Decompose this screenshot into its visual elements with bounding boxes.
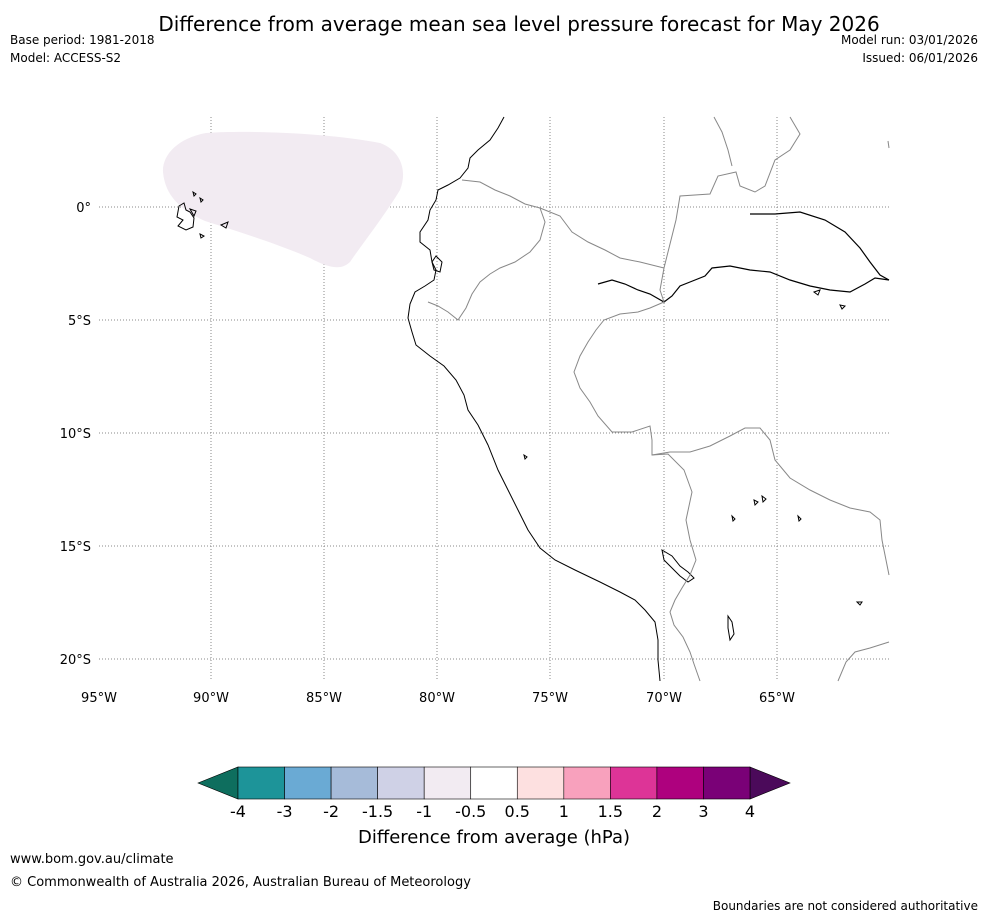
border-colombia-ecuador (461, 179, 541, 209)
colorbar-segment (563, 766, 611, 800)
lon-label: 85°W (306, 691, 342, 706)
latitude-labels: 0° 5°S 10°S 15°S 20°S (60, 201, 91, 668)
colorbar-ticks: -4 -3 -2 -1.5 -1 -0.5 0.5 1 1.5 2 3 4 (230, 802, 755, 821)
lat-label: 10°S (60, 427, 91, 442)
meta-left: Base period: 1981-2018 Model: ACCESS-S2 (10, 31, 155, 67)
border-brazil-bolivia (651, 427, 890, 576)
colorbar-segment (330, 766, 378, 800)
lat-label: 0° (76, 201, 91, 216)
model-name: Model: ACCESS-S2 (10, 51, 122, 65)
colorbar-tick-label: -2 (323, 802, 339, 821)
colorbar-tick-label: 4 (745, 802, 755, 821)
colorbar-label: Difference from average (hPa) (358, 827, 630, 848)
lon-label: 75°W (532, 691, 568, 706)
border-bolivia-argentina (837, 641, 890, 682)
colorbar-high-extend (749, 766, 791, 800)
colorbar-segment (516, 766, 565, 800)
colorbar-tick-label: -4 (230, 802, 246, 821)
lakes (523, 289, 863, 642)
border-top-right (887, 140, 890, 149)
border-colombia-venezuela-brazil (539, 207, 665, 303)
colorbar-segment (423, 766, 472, 800)
base-period: Base period: 1981-2018 (10, 33, 155, 47)
colorbar-segment (610, 766, 658, 800)
colorbar-segment (284, 766, 332, 800)
colorbar: -4 -3 -2 -1.5 -1 -0.5 0.5 1 1.5 2 3 4 Difference fr… (197, 766, 791, 848)
colorbar-tick-label: -1 (416, 802, 432, 821)
colorbar-tick-label: -1.5 (362, 802, 393, 821)
footer-url[interactable]: www.bom.gov.au/climate (10, 852, 174, 867)
colorbar-tick-label: 3 (698, 802, 708, 821)
amazon-river (597, 211, 890, 303)
border-colombia-venezuela (663, 116, 801, 269)
map-title: Difference from average mean sea level p… (158, 12, 880, 36)
colorbar-low-extend (197, 766, 239, 800)
border-peru-brazil (573, 301, 697, 561)
lat-label: 15°S (60, 540, 91, 555)
meta-right: Model run: 03/01/2026 Issued: 06/01/2026 (841, 31, 978, 67)
footer-disclaimer: Boundaries are not considered authoritat… (712, 899, 978, 913)
country-borders (427, 116, 890, 682)
colorbar-tick-label: -0.5 (455, 802, 486, 821)
border-peru-bolivia-chile (669, 559, 701, 682)
gulf-of-guayaquil (431, 255, 443, 273)
lon-label: 80°W (419, 691, 455, 706)
colorbar-segment (237, 766, 285, 800)
border-ecuador-peru (427, 207, 546, 321)
lon-label: 95°W (81, 691, 117, 706)
issued-date: Issued: 06/01/2026 (862, 51, 978, 65)
colorbar-segment (377, 766, 425, 800)
lat-label: 20°S (60, 653, 91, 668)
colorbar-segment (470, 766, 518, 800)
colorbar-tick-label: 1 (559, 802, 569, 821)
border-venezuela-north (713, 116, 733, 167)
colorbar-tick-label: 2 (652, 802, 662, 821)
lon-label: 70°W (646, 691, 682, 706)
lon-label: 90°W (193, 691, 229, 706)
model-run: Model run: 03/01/2026 (840, 33, 978, 47)
anomaly-region (162, 131, 404, 268)
colorbar-segment (656, 766, 704, 800)
footer-copyright: © Commonwealth of Australia 2026, Austra… (10, 875, 471, 890)
coastline (407, 116, 661, 682)
colorbar-segment (703, 766, 751, 800)
lat-label: 5°S (68, 314, 91, 329)
lon-label: 65°W (759, 691, 795, 706)
colorbar-tick-label: 0.5 (505, 802, 530, 821)
galapagos-islands (176, 190, 229, 239)
lake-titicaca (661, 548, 695, 583)
colorbar-tick-label: -3 (277, 802, 293, 821)
colorbar-segments (237, 766, 751, 800)
colorbar-tick-label: 1.5 (598, 802, 623, 821)
longitude-labels: 95°W 90°W 85°W 80°W 75°W 70°W 65°W (81, 691, 795, 706)
